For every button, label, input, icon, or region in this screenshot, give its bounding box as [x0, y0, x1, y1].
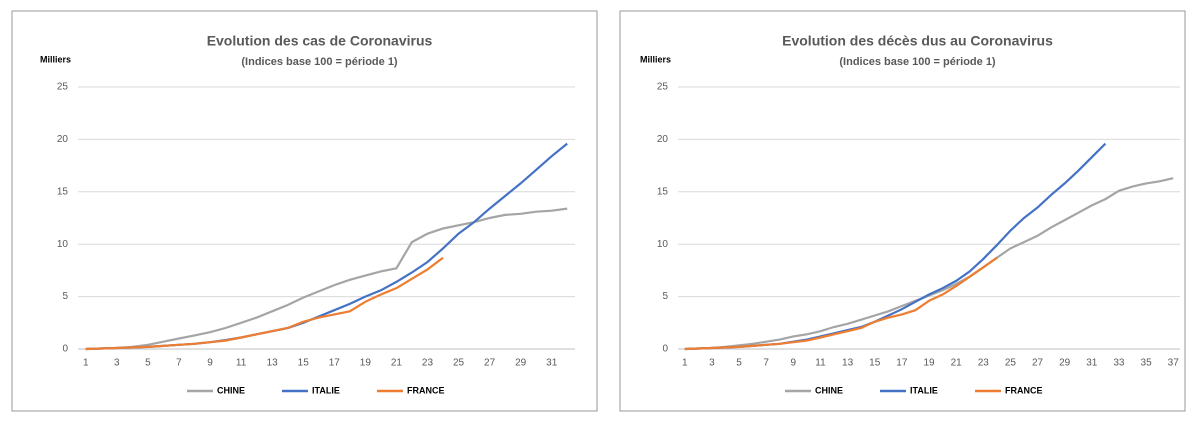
legend-label: ITALIE — [312, 385, 340, 395]
x-tick-label: 21 — [391, 358, 403, 369]
x-tick-label: 27 — [1032, 358, 1044, 369]
series-line — [85, 207, 568, 351]
y-tick-label: 25 — [57, 82, 69, 93]
x-tick-label: 1 — [83, 358, 89, 369]
y-tick-label: 20 — [657, 134, 669, 145]
chart-frame — [11, 10, 598, 412]
x-tick-label: 13 — [842, 358, 854, 369]
y-tick-label: 5 — [662, 291, 668, 302]
y-tick-label: 0 — [62, 344, 68, 355]
x-tick-label: 23 — [978, 358, 990, 369]
x-tick-label: 29 — [515, 358, 527, 369]
x-tick-label: 19 — [923, 358, 935, 369]
chart-subtitle: (Indices base 100 = période 1) — [839, 56, 996, 68]
x-tick-label: 3 — [114, 358, 120, 369]
y-tick-label: 10 — [657, 239, 669, 250]
legend-label: FRANCE — [1005, 385, 1043, 395]
series-line — [85, 256, 444, 351]
series-line — [684, 177, 1174, 351]
x-tick-label: 3 — [709, 358, 715, 369]
x-tick-label: 35 — [1141, 358, 1153, 369]
x-tick-label: 17 — [329, 358, 341, 369]
x-tick-label: 37 — [1168, 358, 1180, 369]
x-tick-label: 7 — [763, 358, 769, 369]
y-tick-label: 20 — [57, 134, 69, 145]
x-tick-label: 5 — [145, 358, 151, 369]
x-tick-label: 31 — [1086, 358, 1098, 369]
x-tick-label: 19 — [360, 358, 372, 369]
y-tick-label: 10 — [57, 239, 69, 250]
x-tick-label: 13 — [267, 358, 279, 369]
y-tick-label: 15 — [57, 186, 69, 197]
x-tick-label: 5 — [736, 358, 742, 369]
series-line — [684, 142, 1107, 351]
chart-frame — [619, 10, 1186, 412]
legend-label: FRANCE — [407, 385, 445, 395]
y-axis-label: Milliers — [640, 54, 671, 64]
y-tick-label: 15 — [657, 186, 669, 197]
x-tick-label: 23 — [422, 358, 434, 369]
series-line — [684, 256, 998, 351]
x-tick-label: 15 — [869, 358, 881, 369]
x-tick-label: 17 — [896, 358, 908, 369]
x-tick-label: 21 — [951, 358, 963, 369]
x-tick-label: 29 — [1059, 358, 1071, 369]
chart-subtitle: (Indices base 100 = période 1) — [241, 56, 398, 68]
chart-title: Evolution des décès dus au Coronavirus — [782, 33, 1053, 49]
y-axis-label: Milliers — [40, 54, 71, 64]
x-tick-label: 15 — [298, 358, 310, 369]
x-tick-label: 27 — [484, 358, 496, 369]
x-tick-label: 7 — [176, 358, 182, 369]
x-tick-label: 9 — [207, 358, 213, 369]
x-tick-label: 31 — [546, 358, 558, 369]
legend-label: CHINE — [217, 385, 245, 395]
y-tick-label: 25 — [657, 82, 669, 93]
series-line — [85, 142, 568, 351]
legend-label: ITALIE — [910, 385, 938, 395]
x-tick-label: 25 — [453, 358, 465, 369]
x-tick-label: 1 — [682, 358, 688, 369]
x-tick-label: 11 — [815, 358, 826, 369]
y-tick-label: 5 — [62, 291, 68, 302]
x-tick-label: 25 — [1005, 358, 1017, 369]
y-tick-label: 0 — [662, 344, 668, 355]
legend-label: CHINE — [815, 385, 843, 395]
chart-title: Evolution des cas de Coronavirus — [207, 33, 433, 49]
x-tick-label: 33 — [1113, 358, 1125, 369]
x-tick-label: 11 — [236, 358, 247, 369]
x-tick-label: 9 — [791, 358, 797, 369]
